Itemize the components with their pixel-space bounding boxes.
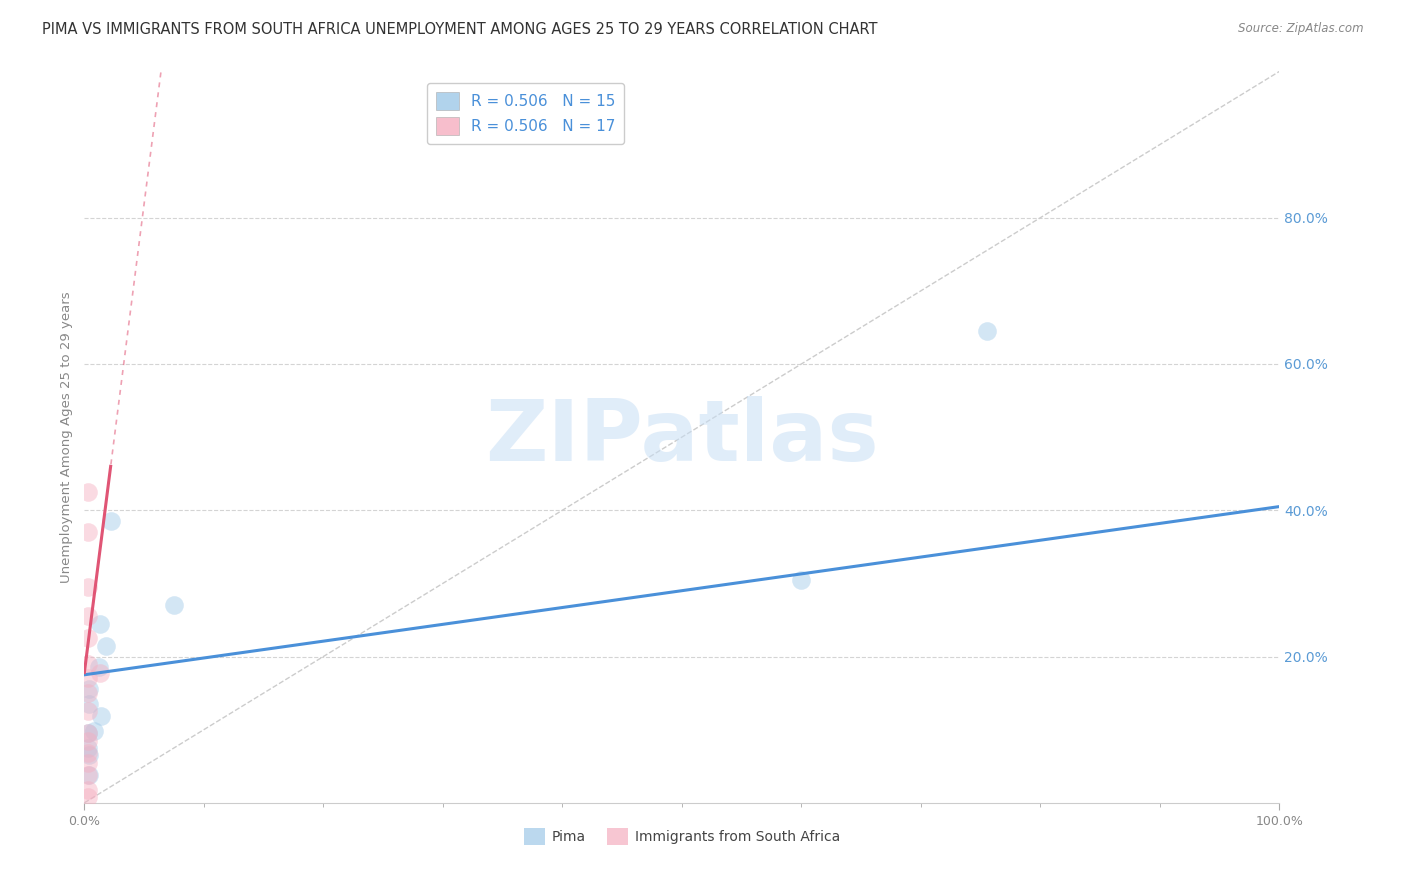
Point <box>83 724 105 739</box>
Point <box>77 697 100 711</box>
Text: PIMA VS IMMIGRANTS FROM SOUTH AFRICA UNEMPLOYMENT AMONG AGES 25 TO 29 YEARS CORR: PIMA VS IMMIGRANTS FROM SOUTH AFRICA UNE… <box>42 22 877 37</box>
Y-axis label: Unemployment Among Ages 25 to 29 years: Unemployment Among Ages 25 to 29 years <box>60 292 73 582</box>
Point <box>77 682 100 697</box>
Point <box>77 746 100 760</box>
Point <box>77 748 100 763</box>
Point <box>77 782 100 797</box>
Point <box>77 632 100 646</box>
Text: ZIPatlas: ZIPatlas <box>485 395 879 479</box>
Point <box>77 740 100 755</box>
Point <box>77 672 100 686</box>
Point <box>77 726 100 740</box>
Point <box>77 768 100 782</box>
Point <box>90 709 112 723</box>
Point <box>94 639 117 653</box>
Point <box>100 514 122 528</box>
Legend: Pima, Immigrants from South Africa: Pima, Immigrants from South Africa <box>519 822 845 851</box>
Point <box>163 599 186 613</box>
Point <box>89 665 111 680</box>
Point <box>77 726 100 740</box>
Point <box>77 756 100 770</box>
Point <box>77 768 100 782</box>
Point <box>77 686 100 700</box>
Point <box>87 660 110 674</box>
Point <box>89 616 111 631</box>
Point <box>77 609 100 624</box>
Point <box>77 733 100 747</box>
Point <box>77 657 100 671</box>
Point <box>77 789 100 804</box>
Text: Source: ZipAtlas.com: Source: ZipAtlas.com <box>1239 22 1364 36</box>
Point <box>976 324 998 338</box>
Point <box>77 580 100 594</box>
Point <box>77 485 100 500</box>
Point <box>77 525 100 540</box>
Point <box>77 705 100 719</box>
Point <box>790 573 813 587</box>
